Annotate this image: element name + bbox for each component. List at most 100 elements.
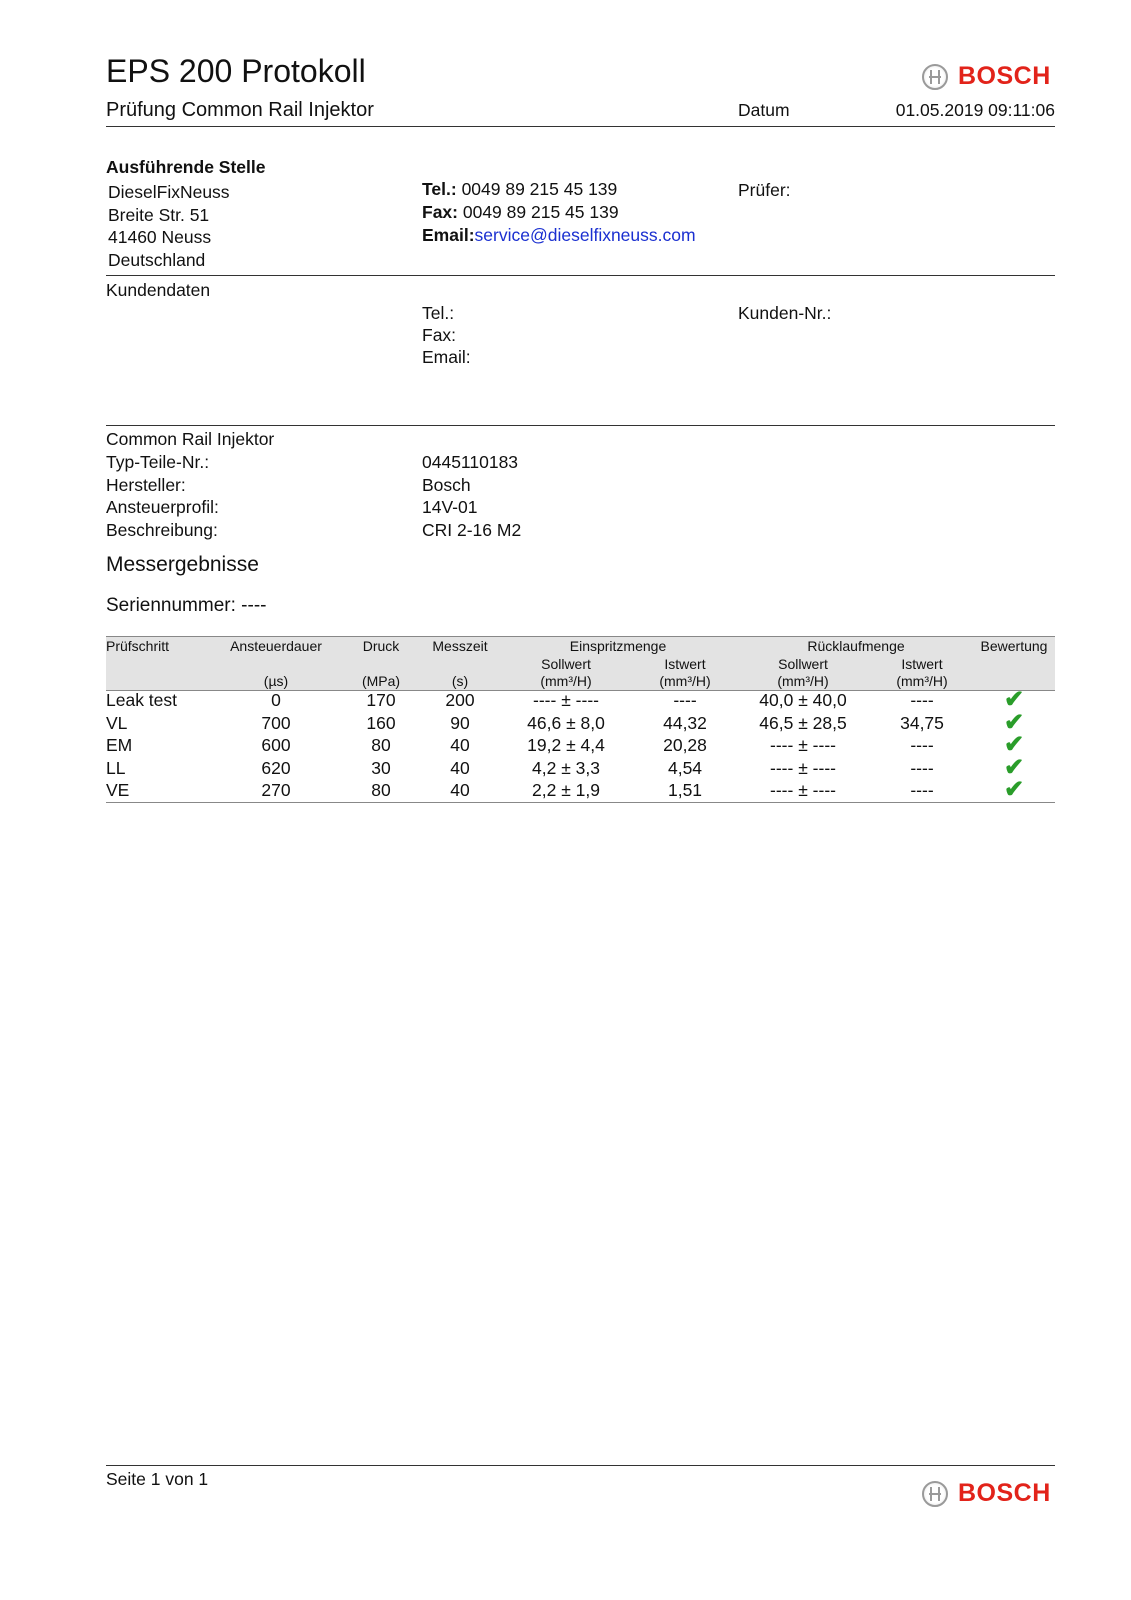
header-1: Ansteuerdauer <box>230 638 322 654</box>
email-link[interactable]: service@dieselfixneuss.com <box>474 225 696 245</box>
serial-number: Seriennummer: ---- <box>106 595 267 616</box>
cell-pressure: 30 <box>371 757 391 778</box>
header-0: Prüfschritt <box>106 638 170 654</box>
cell-pressure: 160 <box>366 712 396 733</box>
subheader-0: Sollwert <box>541 656 591 672</box>
customer-fax-label: Fax: <box>422 325 457 345</box>
cell-inj-set: 4,2 ± 3,3 <box>532 757 600 778</box>
cell-step: VL <box>106 712 128 733</box>
header-2: Druck <box>362 638 400 654</box>
cell-ret-set: ---- ± ---- <box>770 735 836 755</box>
check-icon: ✔ <box>1003 753 1025 781</box>
cell-pressure: 80 <box>371 780 391 800</box>
address-line: Breite Str. 51 <box>108 205 210 225</box>
page-title: EPS 200 Protokoll <box>106 53 366 89</box>
examiner-label: Prüfer: <box>738 180 791 200</box>
injector-field-label: Typ-Teile-Nr.: <box>106 452 210 472</box>
bosch-armature-icon <box>922 1480 948 1507</box>
cell-ret-act: ---- <box>910 690 934 710</box>
address-line: 41460 Neuss <box>108 227 212 247</box>
cell-inj-set: ---- ± ---- <box>533 690 599 710</box>
header-5: Rücklaufmenge <box>807 638 905 654</box>
unit-1: (MPa) <box>361 673 401 689</box>
customer-tel-label: Tel.: <box>422 303 455 323</box>
customer-email-label: Email: <box>422 347 471 367</box>
executing-site-heading: Ausführende Stelle <box>106 157 266 177</box>
cell-inj-set: 19,2 ± 4,4 <box>527 735 605 755</box>
subheader-2: Sollwert <box>778 656 828 672</box>
cell-step: VE <box>106 780 130 800</box>
address-line: Deutschland <box>108 250 206 270</box>
check-icon: ✔ <box>1003 776 1025 803</box>
unit-0: (µs) <box>263 673 289 689</box>
cell-ret-act: ---- <box>910 735 934 755</box>
bosch-armature-icon <box>922 63 948 90</box>
unit-4: (mm³/H) <box>659 673 711 689</box>
cell-step: LL <box>106 757 126 778</box>
injector-field-label: Ansteuerprofil: <box>106 497 219 517</box>
cell-ret-set: ---- ± ---- <box>770 780 836 800</box>
subheader-3: Istwert <box>901 656 943 672</box>
cell-ret-set: 46,5 ± 28,5 <box>759 712 847 733</box>
cell-time: 40 <box>450 735 470 755</box>
results-heading: Messergebnisse <box>106 553 259 576</box>
unit-2: (s) <box>451 673 469 689</box>
cell-ret-act: 34,75 <box>900 712 944 733</box>
results-table-header: Prüfschritt Ansteuerdauer Druck Messzeit Ein… <box>106 636 1055 691</box>
cell-time: 40 <box>450 780 470 800</box>
page-subtitle: Prüfung Common Rail Injektor <box>106 99 374 121</box>
table-bottom-line <box>106 802 1055 803</box>
cell-duration: 620 <box>261 757 291 778</box>
header-3: Messzeit <box>432 638 488 654</box>
bosch-logo-footer: BOSCH <box>922 1479 1051 1508</box>
date-value: 01.05.2019 09:11:06 <box>895 100 1055 120</box>
cell-inj-act: ---- <box>673 690 697 710</box>
check-icon: ✔ <box>1003 708 1025 736</box>
cell-inj-act: 20,28 <box>663 735 707 755</box>
cell-pressure: 80 <box>371 735 391 755</box>
date-label: Datum <box>738 100 790 120</box>
cell-ret-act: ---- <box>910 757 934 778</box>
cell-inj-set: 2,2 ± 1,9 <box>532 780 600 800</box>
unit-5: (mm³/H) <box>777 673 829 689</box>
injector-field-value: CRI 2-16 M2 <box>422 519 522 540</box>
site-tel: Tel.: 0049 89 215 45 139 <box>422 179 618 199</box>
cell-ret-act: ---- <box>910 780 934 800</box>
address-line: DieselFixNeuss <box>108 182 230 202</box>
unit-3: (mm³/H) <box>540 673 592 689</box>
site-fax: Fax: 0049 89 215 45 139 <box>422 202 619 222</box>
cell-time: 200 <box>445 690 475 710</box>
cell-inj-set: 46,6 ± 8,0 <box>527 712 605 733</box>
site-email: Email:service@dieselfixneuss.com <box>422 225 696 245</box>
cell-duration: 0 <box>271 690 281 710</box>
cell-duration: 600 <box>261 735 291 755</box>
cell-duration: 700 <box>261 712 291 733</box>
cell-inj-act: 4,54 <box>667 757 703 778</box>
customer-heading: Kundendaten <box>106 280 211 300</box>
cell-inj-act: 1,51 <box>667 780 703 800</box>
injector-heading: Common Rail Injektor <box>106 429 275 449</box>
injector-field-label: Beschreibung: <box>106 519 218 540</box>
unit-6: (mm³/H) <box>896 673 948 689</box>
cell-inj-act: 44,32 <box>663 712 707 733</box>
check-icon: ✔ <box>1003 731 1025 758</box>
injector-field-label: Hersteller: <box>106 474 186 495</box>
cell-duration: 270 <box>261 780 291 800</box>
page-number: Seite 1 von 1 <box>106 1469 209 1489</box>
cell-step: Leak test <box>106 690 178 710</box>
customer-no-label: Kunden-Nr.: <box>738 303 832 323</box>
cell-ret-set: ---- ± ---- <box>770 757 836 778</box>
injector-field-value: Bosch <box>422 474 471 495</box>
cell-pressure: 170 <box>366 690 396 710</box>
bosch-logo: BOSCH <box>922 62 1051 91</box>
divider <box>106 126 1055 127</box>
header-4: Einspritzmenge <box>569 638 667 654</box>
divider <box>106 425 1055 426</box>
injector-field-value: 14V-01 <box>422 497 478 517</box>
cell-time: 40 <box>450 757 470 778</box>
subheader-1: Istwert <box>664 656 706 672</box>
cell-ret-set: 40,0 ± 40,0 <box>759 690 847 710</box>
header-6: Bewertung <box>980 638 1048 654</box>
check-icon: ✔ <box>1003 686 1025 713</box>
